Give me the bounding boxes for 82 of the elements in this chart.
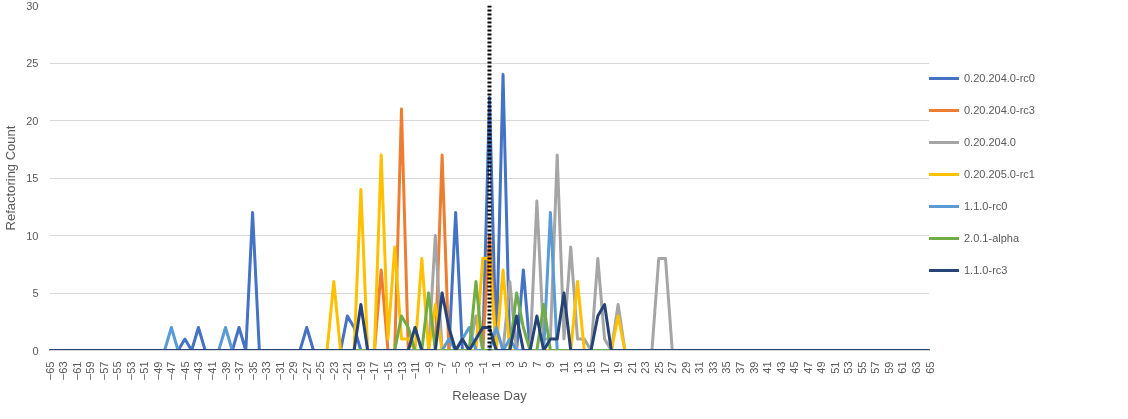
x-tick-label: −21 bbox=[341, 361, 354, 381]
legend-label: 2.0.1-alpha bbox=[964, 232, 1021, 244]
x-tick-label: 27 bbox=[666, 361, 679, 374]
x-tick-label: −7 bbox=[436, 361, 449, 375]
legend-label: 0.20.204.0 bbox=[964, 136, 1017, 148]
x-tick-label: −61 bbox=[70, 361, 83, 381]
legend-label: 0.20.204.0-rc3 bbox=[964, 104, 1036, 116]
x-tick-label: 19 bbox=[612, 361, 625, 374]
x-tick-label: −17 bbox=[368, 361, 381, 381]
x-tick-label: 7 bbox=[530, 361, 543, 368]
x-tick-label: −19 bbox=[354, 361, 367, 381]
x-tick-label: −1 bbox=[476, 361, 489, 375]
y-tick-label: 15 bbox=[26, 172, 39, 184]
x-tick-label: 9 bbox=[544, 361, 557, 368]
x-tick-label: 13 bbox=[571, 361, 584, 374]
x-tick-label: −59 bbox=[84, 361, 97, 381]
x-tick-label: −45 bbox=[178, 361, 191, 381]
x-tick-label: −33 bbox=[260, 361, 273, 381]
x-tick-label: −27 bbox=[300, 361, 313, 381]
x-tick-label: 31 bbox=[693, 361, 706, 374]
x-axis-title: Release Day bbox=[452, 388, 528, 404]
x-tick-label: 43 bbox=[774, 361, 787, 374]
x-tick-label: −11 bbox=[409, 361, 422, 380]
x-tick-label: 3 bbox=[503, 361, 516, 368]
x-tick-label: 53 bbox=[842, 361, 855, 374]
x-tick-label: −29 bbox=[287, 361, 300, 381]
x-tick-label: −57 bbox=[97, 361, 110, 381]
x-tick-label: −15 bbox=[381, 361, 394, 381]
x-tick-label: 47 bbox=[801, 361, 814, 374]
x-tick-label: −31 bbox=[273, 361, 286, 381]
x-tick-label: 59 bbox=[882, 361, 895, 374]
y-tick-label: 5 bbox=[32, 287, 39, 299]
x-tick-label: 41 bbox=[761, 361, 774, 374]
x-tick-label: 1 bbox=[490, 361, 503, 368]
legend-label: 0.20.205.0-rc1 bbox=[964, 168, 1036, 180]
x-tick-label: −55 bbox=[111, 361, 124, 381]
legend-label: 1.1.0-rc0 bbox=[964, 200, 1009, 212]
x-tick-label: −53 bbox=[124, 361, 137, 381]
x-tick-label: 29 bbox=[679, 361, 692, 374]
x-tick-label: 39 bbox=[747, 361, 760, 374]
x-tick-label: −39 bbox=[219, 361, 232, 381]
x-tick-label: 15 bbox=[585, 361, 598, 374]
x-tick-label: −65 bbox=[43, 361, 56, 381]
x-tick-label: 33 bbox=[706, 361, 719, 374]
x-tick-label: 5 bbox=[517, 361, 530, 368]
x-tick-label: −35 bbox=[246, 361, 259, 381]
x-tick-label: −3 bbox=[463, 361, 476, 375]
y-tick-label: 20 bbox=[26, 114, 39, 127]
x-tick-label: 23 bbox=[639, 361, 652, 374]
x-tick-label: −5 bbox=[449, 361, 462, 375]
x-tick-label: −47 bbox=[165, 361, 178, 381]
x-tick-label: 35 bbox=[720, 361, 733, 374]
y-axis-title: Refactoring Count bbox=[3, 125, 19, 231]
x-tick-label: 17 bbox=[598, 361, 611, 374]
y-tick-label: 0 bbox=[32, 344, 39, 357]
x-tick-label: 55 bbox=[855, 361, 868, 374]
x-tick-label: −41 bbox=[205, 361, 218, 381]
x-tick-label: 57 bbox=[869, 361, 882, 374]
x-tick-label: −23 bbox=[327, 361, 340, 381]
x-tick-label: −49 bbox=[151, 361, 164, 381]
x-tick-label: 61 bbox=[896, 361, 909, 374]
y-tick-label: 10 bbox=[26, 229, 39, 242]
x-tick-label: −37 bbox=[233, 361, 246, 381]
x-tick-label: 21 bbox=[625, 361, 638, 374]
x-tick-label: 49 bbox=[815, 361, 828, 374]
x-tick-label: −63 bbox=[57, 361, 70, 381]
y-tick-label: 25 bbox=[26, 57, 39, 69]
y-tick-label: 30 bbox=[26, 0, 39, 12]
x-tick-label: −13 bbox=[395, 361, 408, 381]
legend-label: 1.1.0-rc3 bbox=[964, 264, 1009, 276]
x-tick-label: 45 bbox=[788, 361, 801, 374]
x-tick-label: −9 bbox=[422, 361, 435, 375]
x-tick-label: 25 bbox=[652, 361, 665, 374]
x-tick-label: −51 bbox=[138, 361, 151, 381]
legend-label: 0.20.204.0-rc0 bbox=[964, 72, 1036, 84]
x-tick-label: −43 bbox=[192, 361, 205, 381]
x-tick-label: 63 bbox=[909, 361, 922, 374]
x-tick-label: 65 bbox=[923, 361, 936, 374]
x-tick-label: 11 bbox=[557, 361, 570, 373]
x-tick-label: 51 bbox=[828, 361, 841, 374]
x-tick-label: 37 bbox=[733, 361, 746, 374]
x-tick-label: −25 bbox=[314, 361, 327, 381]
